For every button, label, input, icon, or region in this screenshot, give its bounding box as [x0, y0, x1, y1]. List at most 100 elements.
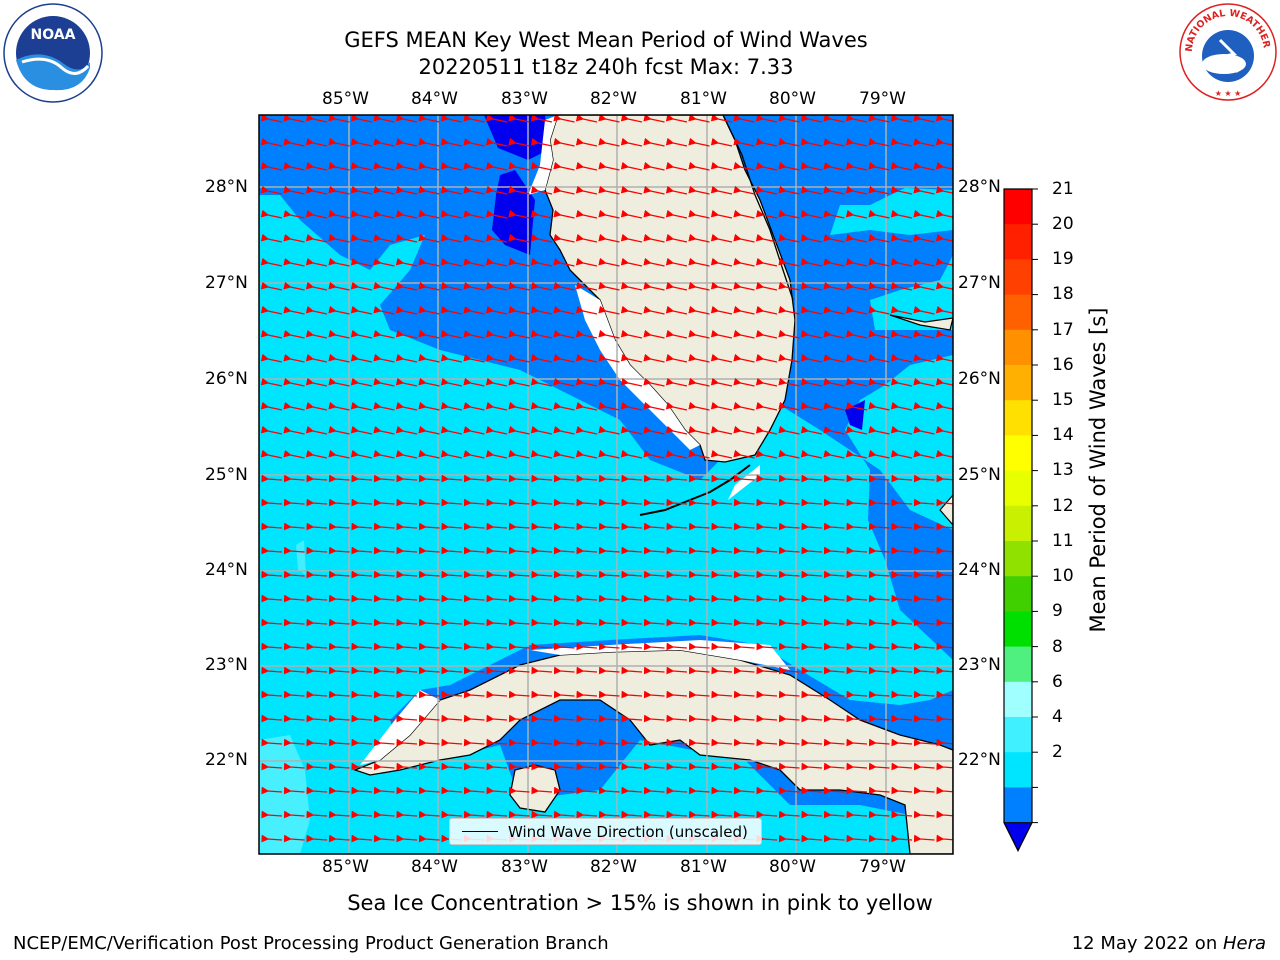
wind-wave-arrow: [733, 498, 755, 507]
wind-wave-arrow: [260, 449, 283, 459]
wind-wave-arrow: [800, 329, 823, 339]
wind-wave-arrow: [711, 474, 733, 483]
wind-wave-arrow: [531, 786, 553, 795]
wind-wave-arrow: [778, 353, 800, 363]
wind-wave-arrow: [643, 281, 665, 291]
wind-wave-arrow: [845, 281, 868, 291]
wind-wave-arrow: [261, 546, 283, 555]
wind-wave-arrow: [553, 762, 575, 771]
wind-wave-arrow: [418, 137, 440, 147]
wind-wave-arrow: [530, 185, 553, 195]
wind-wave-arrow: [306, 474, 328, 483]
wind-wave-arrow: [261, 690, 283, 699]
wind-wave-arrow: [485, 329, 508, 339]
svg-text:★ ★ ★: ★ ★ ★: [1215, 89, 1242, 98]
wind-wave-arrow: [305, 115, 328, 123]
wind-wave-arrow: [621, 594, 643, 603]
wind-wave-arrow: [328, 329, 350, 339]
wind-wave-arrow: [328, 834, 350, 843]
colorbar-segment: [1004, 259, 1032, 296]
wind-wave-arrow: [261, 570, 283, 579]
wind-wave-arrow: [418, 594, 440, 603]
wind-wave-arrow: [351, 666, 373, 675]
wind-wave-arrow: [260, 353, 283, 363]
wind-wave-arrow: [328, 161, 350, 171]
wind-wave-arrow: [530, 305, 553, 315]
wind-wave-arrow: [531, 570, 553, 579]
wind-wave-arrow: [395, 353, 418, 363]
wind-wave-arrow: [868, 762, 890, 771]
wind-wave-arrow: [890, 425, 913, 435]
wind-wave-arrow: [868, 474, 890, 483]
wind-wave-arrow: [733, 666, 755, 675]
wind-wave-arrow: [733, 594, 755, 603]
wind-wave-arrow: [935, 305, 953, 314]
wind-wave-arrow: [440, 305, 463, 315]
wind-wave-arrow: [373, 401, 395, 411]
wind-wave-arrow: [328, 115, 350, 123]
wind-wave-arrow: [305, 185, 328, 195]
wind-wave-arrow: [508, 522, 530, 531]
wind-wave-arrow: [598, 305, 620, 315]
wind-wave-arrow: [801, 714, 823, 723]
wind-wave-arrow: [418, 185, 440, 195]
wind-wave-arrow: [598, 377, 620, 387]
wind-wave-arrow: [620, 137, 643, 147]
wind-wave-arrow: [800, 185, 823, 195]
wind-wave-arrow: [710, 425, 733, 435]
wind-wave-arrow: [575, 353, 598, 363]
colorbar-segment: [1004, 400, 1032, 436]
wind-wave-arrow: [621, 762, 643, 771]
wind-wave-arrow: [800, 137, 823, 147]
wind-wave-arrow: [935, 209, 953, 218]
colorbar-tick: 21: [1052, 179, 1074, 199]
wind-wave-arrow: [441, 714, 463, 723]
wind-wave-arrow: [643, 666, 665, 675]
wind-wave-arrow: [283, 401, 305, 411]
wind-wave-arrow: [756, 690, 778, 699]
wind-wave-arrow: [756, 666, 778, 675]
wind-wave-arrow: [598, 115, 620, 123]
wind-wave-arrow: [913, 209, 935, 219]
wind-wave-arrow: [395, 281, 418, 291]
wind-wave-arrow: [305, 257, 328, 267]
colorbar-tick: 11: [1052, 531, 1074, 551]
wind-wave-arrow: [463, 810, 485, 819]
wind-wave-arrow: [440, 257, 463, 267]
colorbar-segment: [1004, 189, 1032, 225]
wind-wave-arrow: [463, 185, 485, 195]
wind-wave-arrow: [846, 714, 868, 723]
wind-wave-arrow: [845, 137, 868, 147]
wind-wave-arrow: [868, 738, 890, 747]
wind-wave-arrow: [800, 449, 823, 459]
wind-wave-arrow: [441, 522, 463, 531]
wind-wave-arrow: [576, 810, 598, 819]
wind-wave-arrow: [913, 810, 935, 819]
sea-ice-note: Sea Ice Concentration > 15% is shown in …: [347, 891, 933, 915]
wind-wave-arrow: [508, 738, 530, 747]
wind-wave-arrow: [261, 666, 283, 675]
wind-wave-arrow: [531, 690, 553, 699]
wind-wave-arrow: [260, 281, 283, 291]
wind-wave-arrow: [688, 738, 710, 747]
wind-wave-arrow: [553, 377, 575, 387]
wind-wave-arrow: [688, 618, 710, 627]
wind-wave-arrow: [508, 233, 530, 243]
wind-wave-arrow: [688, 546, 710, 555]
wind-wave-arrow: [463, 522, 485, 531]
wind-wave-arrow: [710, 329, 733, 339]
lon-label-top: 83°W: [501, 89, 548, 109]
wind-wave-arrow: [485, 257, 508, 267]
wind-wave-arrow: [800, 161, 823, 171]
wind-wave-arrow: [553, 594, 575, 603]
wind-wave-arrow: [440, 161, 463, 171]
wind-wave-arrow: [823, 401, 845, 411]
wind-wave-arrow: [711, 498, 733, 507]
wind-wave-arrow: [350, 115, 373, 123]
wind-wave-arrow: [643, 498, 665, 507]
wind-wave-arrow: [305, 449, 328, 459]
colorbar-segment: [1004, 329, 1032, 366]
wind-wave-arrow: [733, 161, 755, 171]
wind-wave-arrow: [891, 810, 913, 819]
wind-wave-arrow: [463, 209, 485, 219]
